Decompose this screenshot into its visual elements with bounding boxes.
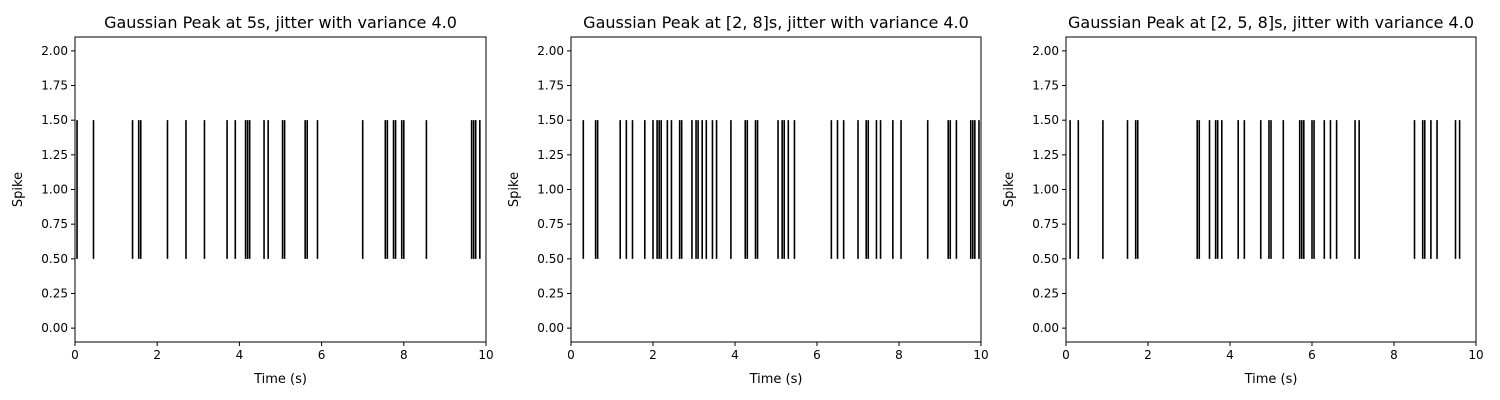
x-tick-label: 6 — [1308, 348, 1316, 362]
x-tick-label: 10 — [1468, 348, 1483, 362]
chart-title: Gaussian Peak at 5s, jitter with varianc… — [104, 13, 457, 32]
y-axis-label: Spike — [1002, 172, 1017, 207]
chart-title: Gaussian Peak at [2, 8]s, jitter with va… — [583, 13, 969, 32]
y-tick-label: 0.75 — [1032, 217, 1059, 231]
subplot-1: 0 2 4 6 8 10 0.00 0.25 0.50 0.75 1.00 1.25 1.50 1.75 2… — [11, 13, 494, 387]
x-tick-label: 0 — [71, 348, 79, 362]
x-tick-label: 2 — [1144, 348, 1152, 362]
y-tick-label: 2.00 — [41, 44, 68, 58]
x-tick-label: 10 — [478, 348, 493, 362]
y-tick-label: 0.50 — [41, 252, 68, 266]
y-tick-label: 1.25 — [537, 148, 564, 162]
y-tick-label: 1.00 — [41, 183, 68, 197]
x-tick-label: 0 — [567, 348, 575, 362]
y-tick-label: 0.50 — [1032, 252, 1059, 266]
x-axis-label: Time (s) — [253, 372, 307, 387]
x-tick-label: 0 — [1062, 348, 1070, 362]
y-axis-label: Spike — [11, 172, 26, 207]
x-tick-label: 6 — [813, 348, 821, 362]
y-tick-label: 0.75 — [41, 217, 68, 231]
x-tick-label: 8 — [1390, 348, 1398, 362]
x-tick-label: 2 — [649, 348, 657, 362]
y-tick-label: 1.75 — [41, 79, 68, 93]
y-tick-label: 1.75 — [537, 79, 564, 93]
x-tick-label: 4 — [1226, 348, 1234, 362]
y-tick-label: 0.00 — [537, 321, 564, 335]
y-tick-label: 1.50 — [537, 113, 564, 127]
y-tick-label: 1.50 — [41, 113, 68, 127]
x-tick-label: 6 — [318, 348, 326, 362]
y-tick-label: 1.25 — [1032, 148, 1059, 162]
subplot-2: 0 2 4 6 8 10 0.00 0.25 0.50 0.75 1.00 1.25 1.50 1.75 2… — [507, 13, 989, 387]
y-tick-label: 2.00 — [1032, 44, 1059, 58]
x-tick-label: 8 — [400, 348, 408, 362]
x-tick-label: 10 — [973, 348, 988, 362]
x-tick-label: 8 — [895, 348, 903, 362]
x-axis-label: Time (s) — [1244, 372, 1298, 387]
subplot-3: 0 2 4 6 8 10 0.00 0.25 0.50 0.75 1.00 1.25 1.50 1.75 2… — [1002, 13, 1484, 387]
chart-title: Gaussian Peak at [2, 5, 8]s, jitter with… — [1068, 13, 1474, 32]
x-tick-label: 4 — [731, 348, 739, 362]
y-tick-label: 0.00 — [1032, 321, 1059, 335]
y-tick-label: 1.50 — [1032, 113, 1059, 127]
x-tick-label: 2 — [153, 348, 161, 362]
y-tick-label: 1.00 — [537, 183, 564, 197]
y-tick-label: 2.00 — [537, 44, 564, 58]
y-tick-label: 1.25 — [41, 148, 68, 162]
y-tick-label: 0.75 — [537, 217, 564, 231]
subplots: 0 2 4 6 8 10 0.00 0.25 0.50 0.75 1.00 1.25 1.50 1.75 2… — [11, 13, 1484, 387]
y-tick-label: 1.00 — [1032, 183, 1059, 197]
x-axis-label: Time (s) — [749, 372, 803, 387]
y-tick-label: 0.25 — [1032, 286, 1059, 300]
y-tick-label: 0.25 — [537, 286, 564, 300]
y-tick-label: 0.00 — [41, 321, 68, 335]
y-tick-label: 1.75 — [1032, 79, 1059, 93]
y-tick-label: 0.50 — [537, 252, 564, 266]
y-tick-label: 0.25 — [41, 286, 68, 300]
y-axis-label: Spike — [507, 172, 522, 207]
x-tick-label: 4 — [236, 348, 244, 362]
